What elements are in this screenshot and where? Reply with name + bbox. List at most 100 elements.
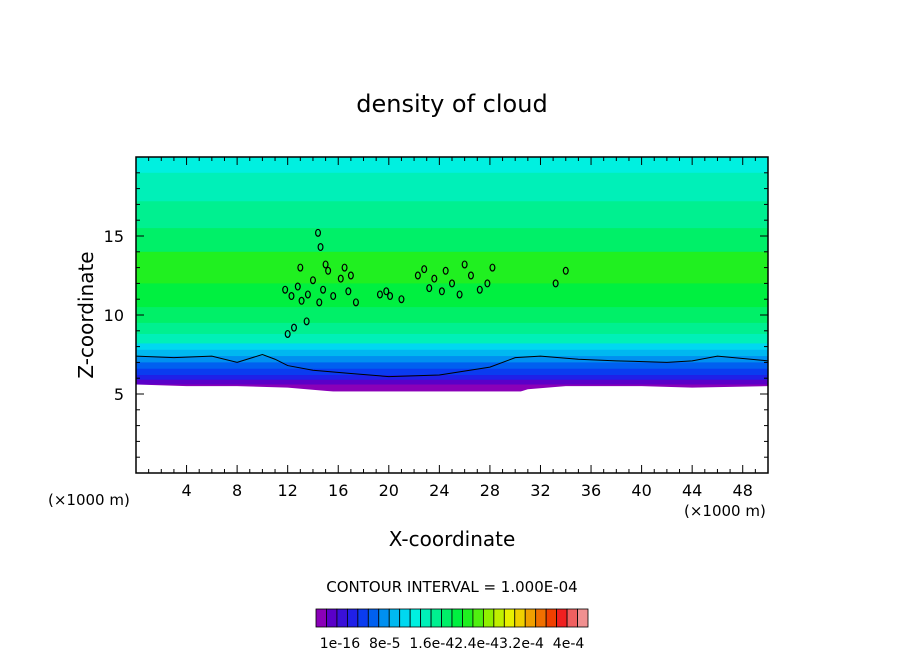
band-5: [136, 283, 768, 308]
contour-lines: [135, 228, 769, 378]
colorbar-swatch-5: [367, 608, 380, 628]
colorbar-swatch-22: [545, 608, 558, 628]
small-contour-25: [431, 274, 438, 283]
small-contour-39: [562, 266, 569, 275]
x-axis-label: X-coordinate: [389, 527, 516, 551]
x-axis-ticks: 4 8 12 16 20 24 28 32 36 40 44 48: [148, 157, 756, 500]
colorbar-swatch-7: [388, 608, 401, 628]
colorbar-swatch-8: [399, 608, 411, 628]
small-contour-11: [322, 260, 329, 269]
colorbar-swatch-21: [535, 608, 547, 628]
y-tick-label: 10: [104, 306, 124, 325]
colorbar-swatch-12: [441, 608, 453, 628]
small-contour-37: [284, 329, 291, 338]
band-11: [136, 356, 768, 363]
colorbar-swatch-2: [336, 608, 348, 628]
contour-line: [135, 353, 769, 378]
small-contour-35: [297, 263, 304, 272]
band-12: [136, 362, 768, 370]
small-contour-20: [387, 292, 394, 301]
small-contour-30: [461, 260, 468, 269]
band-1: [136, 172, 768, 202]
colorbar-swatch-4: [357, 608, 369, 628]
small-contour-5: [309, 276, 316, 285]
colorbar-swatch-19: [514, 608, 526, 628]
band-10: [136, 349, 768, 357]
small-contour-38: [303, 317, 310, 326]
x-tick-label: 24: [429, 481, 449, 500]
small-contour-26: [438, 287, 445, 296]
small-contour-40: [552, 279, 559, 288]
small-contour-3: [298, 296, 305, 305]
small-contour-22: [414, 271, 421, 280]
small-contour-36: [291, 323, 298, 332]
small-contour-4: [304, 290, 311, 299]
small-contour-2: [294, 282, 301, 291]
plot-area: [136, 157, 768, 473]
x-unit-right: (×1000 m): [684, 502, 766, 520]
small-contour-32: [476, 285, 483, 294]
colorbar-swatch-10: [420, 608, 432, 628]
small-contour-8: [325, 266, 332, 275]
colorbar-swatch-11: [430, 608, 442, 628]
small-contour-28: [449, 279, 456, 288]
colorbar-swatch-3: [346, 608, 359, 628]
small-contour-18: [376, 290, 383, 299]
x-tick-label: 12: [278, 481, 298, 500]
y-axis-ticks: 5 10 15: [104, 172, 768, 458]
small-contour-21: [398, 295, 405, 304]
y-tick-label: 5: [114, 385, 124, 404]
y-tick-label: 15: [104, 227, 124, 246]
x-tick-label: 36: [581, 481, 601, 500]
small-contour-1: [288, 292, 295, 301]
colorbar-swatch-16: [482, 608, 495, 628]
band-8: [136, 333, 768, 345]
colorbar-swatch-23: [556, 608, 568, 628]
band-16: [136, 384, 768, 392]
colorbar-swatch-0: [315, 608, 327, 628]
small-contour-27: [442, 266, 449, 275]
small-contour-6: [316, 298, 323, 307]
cloud-free-region: [136, 384, 768, 473]
x-tick-label: 48: [733, 481, 753, 500]
colorbar-swatch-24: [566, 608, 578, 628]
x-tick-label: 20: [379, 481, 399, 500]
x-tick-label: 32: [530, 481, 550, 500]
small-contour-16: [345, 287, 352, 296]
colorbar-swatch-15: [472, 608, 484, 628]
small-contour-29: [456, 290, 463, 299]
small-contour-12: [330, 292, 337, 301]
band-2: [136, 201, 768, 229]
small-contour-23: [421, 265, 428, 274]
band-15: [136, 379, 768, 386]
colorbar-swatch-18: [503, 608, 516, 628]
small-contour-17: [352, 298, 359, 307]
contour-interval-label: CONTOUR INTERVAL = 1.000E-04: [326, 578, 577, 596]
small-contour-14: [341, 263, 348, 272]
small-contour-15: [347, 271, 354, 280]
x-tick-label: 40: [631, 481, 651, 500]
small-contour-31: [467, 271, 474, 280]
colorbar-swatch-13: [451, 608, 463, 628]
colorbar-swatch-14: [462, 608, 474, 628]
band-13: [136, 368, 768, 376]
x-tick-label: 8: [232, 481, 242, 500]
colorbar: [315, 608, 589, 628]
small-contour-0: [282, 285, 289, 294]
small-contour-19: [383, 287, 390, 296]
chart-title: density of cloud: [356, 90, 547, 118]
small-contour-33: [484, 279, 491, 288]
small-contour-34: [489, 263, 496, 272]
x-tick-label: 16: [328, 481, 348, 500]
x-unit-left: (×1000 m): [48, 491, 130, 509]
band-14: [136, 375, 768, 381]
y-axis-label: Z-coordinate: [74, 251, 98, 378]
small-contour-7: [320, 285, 327, 294]
colorbar-swatch-6: [378, 608, 390, 628]
colorbar-swatch-1: [326, 608, 338, 628]
band-7: [136, 322, 768, 335]
colorbar-swatch-17: [493, 608, 505, 628]
colorbar-swatch-20: [524, 608, 537, 628]
band-9: [136, 343, 768, 351]
